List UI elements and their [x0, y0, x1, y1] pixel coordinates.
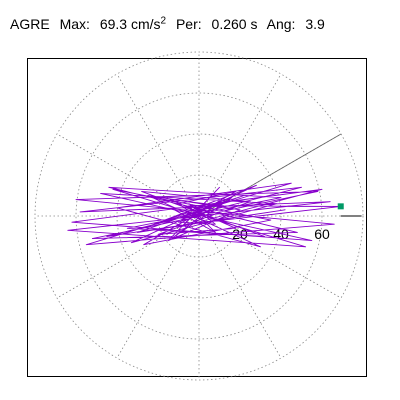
period-label: Per:	[175, 15, 202, 32]
chart-title: AGRE Max: 69.3 cm/s2 Per: 0.260 s Ang: 3…	[10, 15, 331, 32]
grid-spoke-330	[198, 215, 342, 299]
grid-spoke-120	[116, 73, 200, 217]
period-value: 0.260 s	[211, 15, 258, 32]
max-marker-layer	[337, 203, 362, 217]
grid-spoke-300	[198, 215, 282, 359]
motion-trace	[67, 182, 342, 248]
max-value-text: 69.3 cm/s	[99, 15, 161, 32]
plot-frame	[27, 58, 367, 377]
grid-spoke-210	[56, 215, 200, 299]
max-value: 69.3 cm/s2	[99, 15, 167, 32]
grid-spoke-60	[198, 73, 282, 217]
station-name: AGRE	[10, 15, 50, 32]
max-amplitude-marker	[337, 203, 344, 210]
grid-ring-60	[75, 92, 323, 340]
max-label: Max:	[59, 15, 90, 32]
grid-ring-80	[34, 51, 364, 381]
r-tick-label: 60	[314, 226, 330, 242]
trace-series-0	[67, 182, 342, 248]
grid-spoke-150	[56, 133, 200, 217]
max-value-exponent: 2	[160, 15, 167, 26]
angle-label: Ang:	[266, 15, 296, 32]
grid-spoke-240	[116, 215, 200, 359]
angle-value: 3.9	[305, 15, 325, 32]
